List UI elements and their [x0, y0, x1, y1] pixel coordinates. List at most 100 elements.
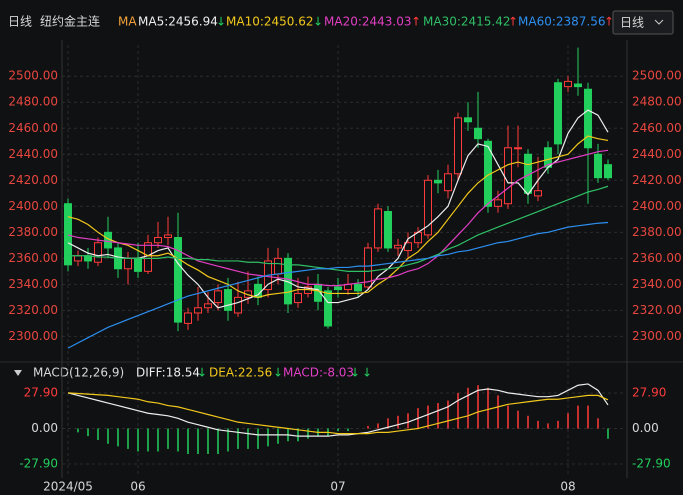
- macd-bar: [507, 405, 509, 429]
- candle-body: [504, 147, 512, 205]
- y-tick-label-right: 0.00: [632, 421, 659, 435]
- macd-bar: [217, 428, 219, 454]
- macd-bar: [407, 413, 409, 429]
- macd-bar: [337, 428, 339, 432]
- y-tick-label: 2480.00: [8, 95, 58, 109]
- candle-body: [124, 257, 132, 270]
- candle-body: [64, 203, 72, 266]
- candle-body: [394, 244, 402, 249]
- instrument-title: 纽约金主连: [40, 14, 100, 29]
- y-tick-label: 2500.00: [8, 69, 58, 83]
- button-label[interactable]: 日线: [620, 16, 644, 30]
- macd-bar: [557, 420, 559, 429]
- line-series: [67, 383, 609, 437]
- candle-body: [474, 127, 482, 140]
- macd-bar: [607, 428, 609, 439]
- y-tick-label-right: 2360.00: [632, 251, 682, 265]
- line-series: [68, 185, 609, 272]
- candle-body: [164, 234, 172, 239]
- macd-bar: [517, 410, 519, 429]
- macd-bar: [307, 428, 309, 439]
- macd-bar: [567, 413, 569, 429]
- legend-entry: MA5:2456.94: [138, 15, 218, 29]
- macd-bar: [197, 428, 199, 454]
- macd-bar: [587, 405, 589, 429]
- y-tick-label: 2380.00: [8, 225, 58, 239]
- macd-bar: [267, 428, 269, 447]
- legend-trend: ↓: [197, 366, 207, 380]
- macd-bar: [137, 428, 139, 452]
- y-tick-label-right: 2400.00: [632, 199, 682, 213]
- legend-entry: MACD:-8.03: [283, 366, 354, 380]
- y-tick-label-right: 2440.00: [632, 147, 682, 161]
- period-button[interactable]: 日线: [612, 10, 674, 35]
- macd-bar: [387, 418, 389, 429]
- candle-body: [194, 307, 202, 314]
- candle-body: [604, 164, 612, 179]
- legend-trend: ↓: [216, 15, 226, 29]
- macd-bar: [257, 428, 259, 449]
- candle-body: [144, 242, 152, 272]
- candle-body: [94, 242, 102, 263]
- macd-bar: [117, 428, 119, 447]
- y-tick-label-right: 2340.00: [632, 277, 682, 291]
- y-tick-label-right: 2420.00: [632, 173, 682, 187]
- macd-bar: [187, 428, 189, 454]
- macd-bar: [237, 428, 239, 449]
- legend-trend: ↑: [508, 15, 518, 29]
- y-tick-label-right: 2460.00: [632, 121, 682, 135]
- y-tick-label-right: 27.90: [632, 385, 666, 399]
- candle-body: [354, 283, 362, 292]
- macd-bar: [547, 423, 549, 429]
- line-series: [67, 135, 609, 298]
- macd-bar: [437, 403, 439, 429]
- candle-body: [384, 211, 392, 249]
- macd-bar: [247, 428, 249, 449]
- macd-bar: [597, 418, 599, 429]
- y-tick-label-right: 2300.00: [632, 329, 682, 343]
- macd-bar: [107, 428, 109, 444]
- candle-body: [564, 80, 572, 88]
- period-label: 日线: [8, 15, 32, 29]
- y-tick-label: 2340.00: [8, 277, 58, 291]
- legend-entry: DIFF:18.54: [136, 366, 200, 380]
- y-tick-label-right: 2320.00: [632, 303, 682, 317]
- candle-body: [374, 208, 382, 249]
- y-tick-label: 2320.00: [8, 303, 58, 317]
- candle-body: [184, 312, 192, 324]
- candle-body: [244, 290, 252, 298]
- y-tick-label-right: -27.90: [632, 457, 671, 471]
- legend-entry: MA30:2415.42: [423, 15, 511, 29]
- legend-trend: ↓: [362, 366, 372, 380]
- y-tick-label: 2300.00: [8, 329, 58, 343]
- legend-trend: ↓: [273, 366, 283, 380]
- legend-entry: DEA:22.56: [209, 366, 272, 380]
- line-series: [67, 392, 609, 435]
- candle-body: [154, 237, 162, 244]
- candle-body: [204, 303, 212, 309]
- candle-body: [514, 147, 522, 150]
- candle-body: [74, 255, 82, 262]
- macd-bar: [77, 428, 79, 433]
- macd-bar: [527, 415, 529, 429]
- macd-title: MACD(12,26,9): [33, 366, 124, 380]
- y-tick-label-right: 2500.00: [632, 69, 682, 83]
- line-series: [67, 221, 609, 349]
- legend-entry: MA10:2450.62: [226, 15, 314, 29]
- line-series: [67, 109, 609, 309]
- ma-label: MA: [118, 15, 137, 29]
- macd-bar: [427, 405, 429, 429]
- macd-bar: [147, 428, 149, 452]
- legend-trend: ↓: [350, 366, 360, 380]
- button-box[interactable]: [612, 10, 674, 35]
- legend-trend: ↑: [411, 15, 421, 29]
- macd-bar: [177, 428, 179, 452]
- candle-body: [324, 290, 332, 327]
- y-tick-label-right: 2480.00: [632, 95, 682, 109]
- line-series: [67, 149, 609, 287]
- candle-body: [574, 83, 582, 88]
- macd-bar: [367, 425, 369, 429]
- candle-body: [494, 199, 502, 207]
- legend-entry: MA60:2387.56: [518, 15, 606, 29]
